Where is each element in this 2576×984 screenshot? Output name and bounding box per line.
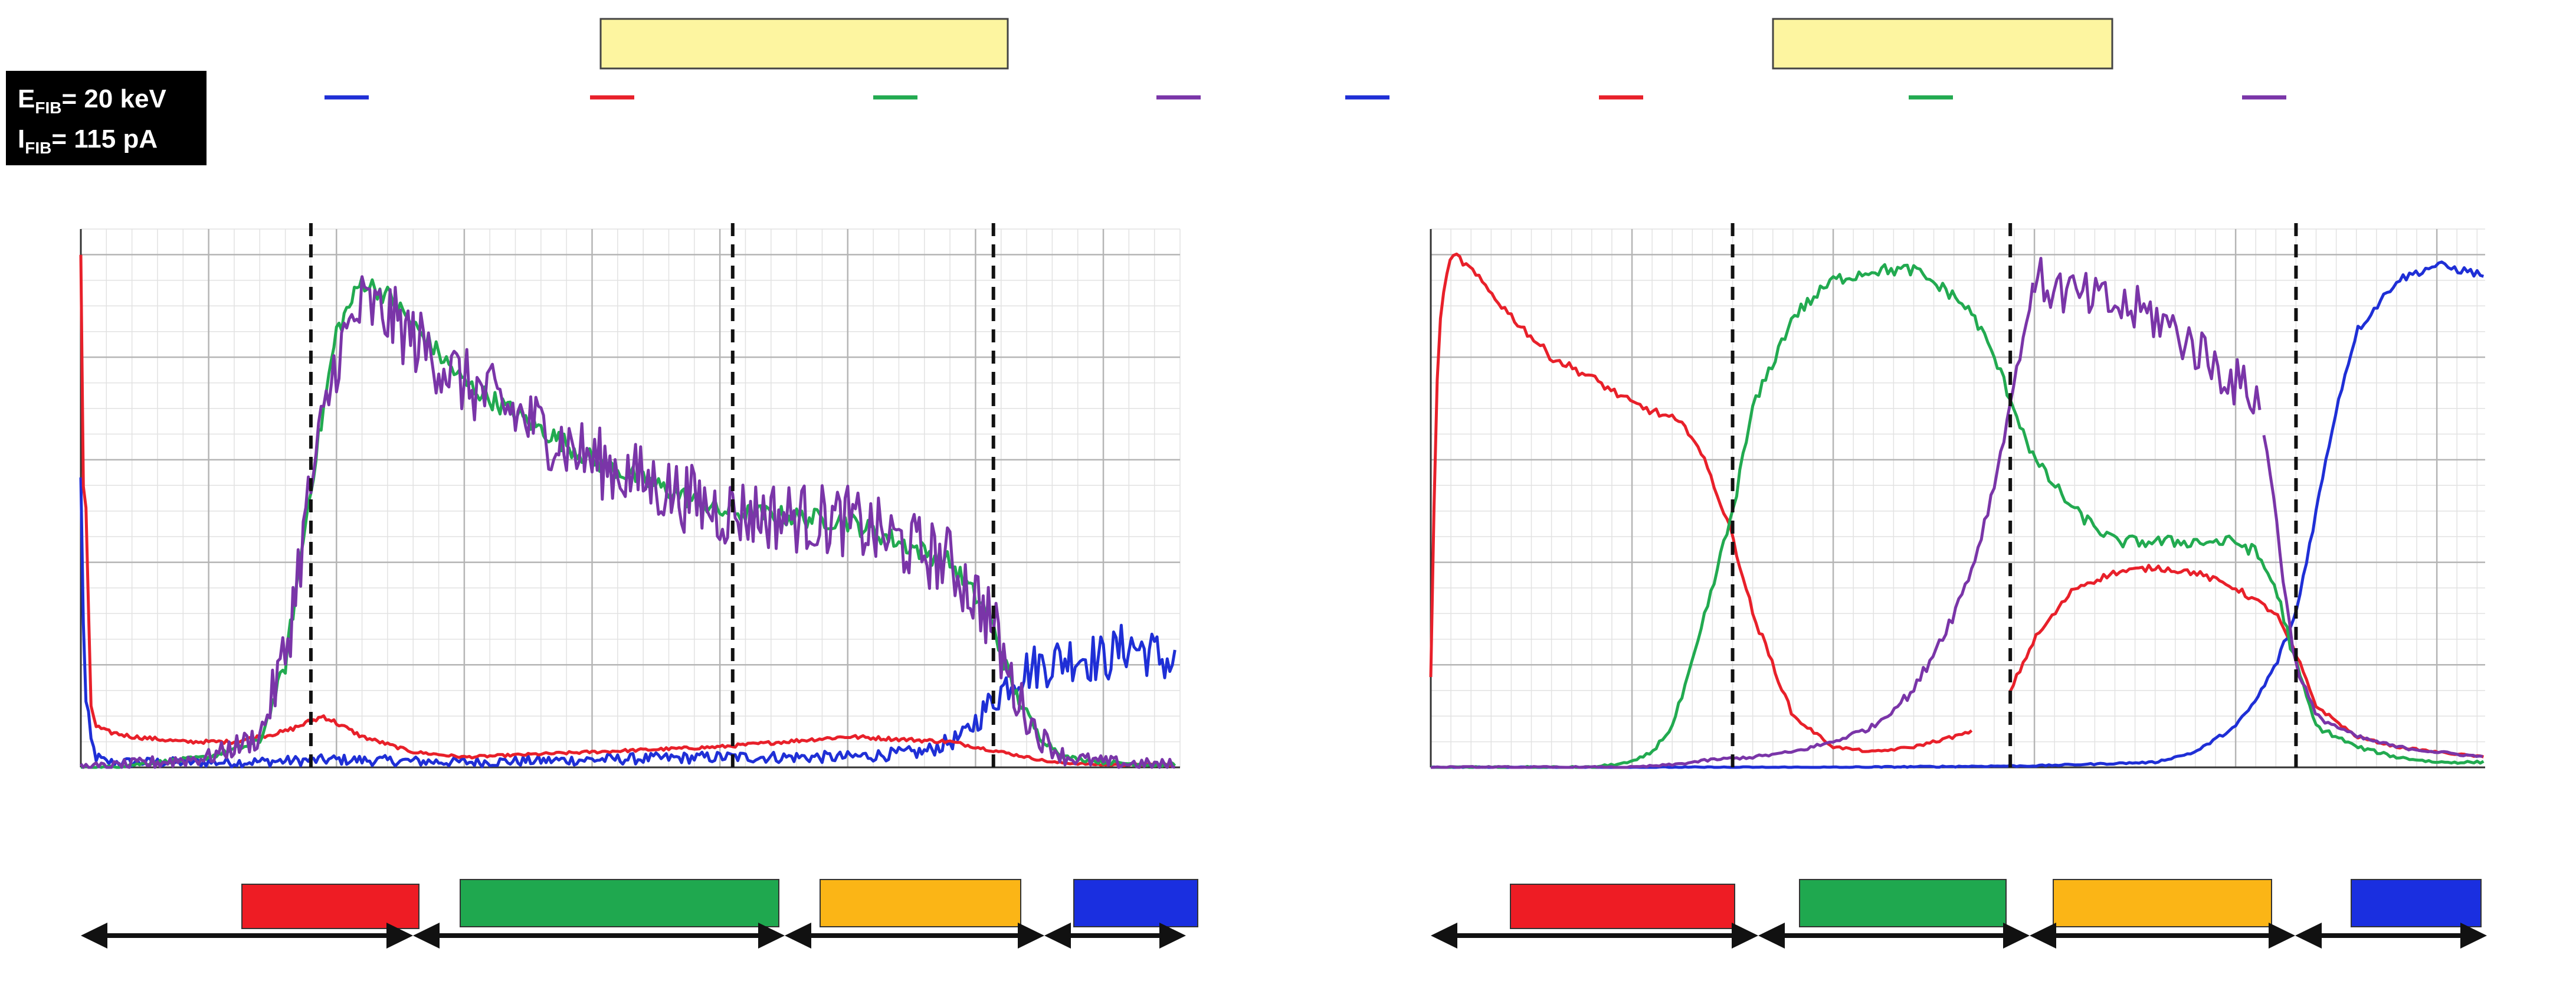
layer-arrow-head xyxy=(2460,923,2487,949)
layer-arrow-head xyxy=(2003,923,2030,949)
series-line-si xyxy=(79,477,1176,769)
series-line-ag xyxy=(2262,434,2483,758)
beam-parameters-box: EFIB= 20 keV IFIB= 115 pA xyxy=(6,71,207,165)
panel-title-box xyxy=(1772,18,2113,70)
series-line-ag xyxy=(2033,257,2262,415)
layer-arrow-head xyxy=(2269,923,2295,949)
layer-arrow-head xyxy=(386,923,413,949)
series-line-cu xyxy=(2008,564,2485,759)
layer-bar xyxy=(1510,884,1735,929)
layer-arrow-head xyxy=(1159,923,1186,949)
panel-b xyxy=(1345,18,2487,949)
layer-arrow-head xyxy=(1758,923,1785,949)
beam-box-background xyxy=(6,71,207,165)
layer-arrow-head xyxy=(1018,923,1044,949)
beam-current-label: IFIB= 115 pA xyxy=(18,125,158,157)
series-line-zr xyxy=(1430,263,2485,769)
layer-arrow-head xyxy=(413,923,440,949)
layer-arrow-head xyxy=(81,923,107,949)
layer-arrow-head xyxy=(758,923,785,949)
layer-bar xyxy=(1799,879,2007,927)
series-line-cu xyxy=(1429,252,1973,753)
layer-bar xyxy=(241,884,419,929)
layer-bar xyxy=(1073,879,1198,927)
layer-bar xyxy=(460,879,779,927)
layer-arrow-head xyxy=(2030,923,2056,949)
beam-energy-label: EFIB= 20 keV xyxy=(18,84,166,117)
layer-arrow-head xyxy=(785,923,811,949)
layer-arrow-head xyxy=(1431,923,1457,949)
panel-title-box xyxy=(599,18,1009,70)
layer-arrow-head xyxy=(1732,923,1758,949)
layer-arrow-head xyxy=(1044,923,1071,949)
layer-arrow-head xyxy=(2295,923,2322,949)
panel-a xyxy=(79,18,1201,949)
layer-bar xyxy=(2351,879,2482,927)
layer-bar xyxy=(2053,879,2272,927)
series-line-si xyxy=(1430,260,2485,769)
layer-bar xyxy=(820,879,1021,927)
